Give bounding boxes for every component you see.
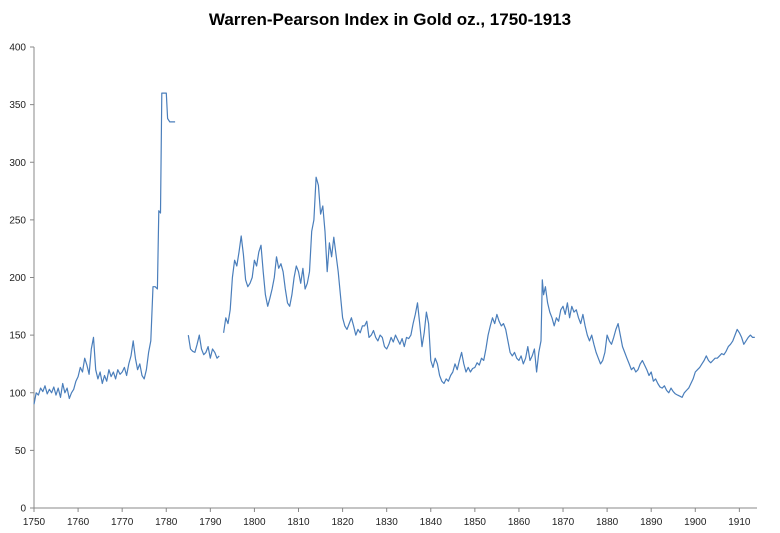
y-tick-label: 150 [9, 331, 26, 342]
series-line-segment [187, 334, 220, 359]
x-tick-label: 1900 [684, 517, 707, 528]
x-tick-label: 1870 [552, 517, 575, 528]
x-tick-label: 1800 [243, 517, 266, 528]
x-tick-label: 1850 [464, 517, 487, 528]
x-tick-label: 1910 [728, 517, 751, 528]
x-tick-label: 1890 [640, 517, 663, 528]
series-group [33, 92, 755, 405]
x-tick-label: 1880 [596, 517, 619, 528]
y-tick-label: 50 [15, 446, 27, 457]
y-tick-label: 200 [9, 273, 26, 284]
x-tick-label: 1820 [331, 517, 354, 528]
x-tick-label: 1770 [111, 517, 134, 528]
y-tick-label: 100 [9, 388, 26, 399]
y-tick-label: 0 [20, 504, 26, 515]
chart-title: Warren-Pearson Index in Gold oz., 1750-1… [208, 10, 572, 29]
x-tick-label: 1780 [155, 517, 178, 528]
x-tick-label: 1810 [287, 517, 310, 528]
y-tick-label: 400 [9, 43, 26, 54]
y-tick-label: 250 [9, 215, 26, 226]
axes: 0 50 100 150 200 250 300 350 400 1750 1760 1770 1780… [9, 43, 757, 528]
x-tick-label: 1860 [508, 517, 531, 528]
x-tick-label: 1760 [67, 517, 90, 528]
x-tick-label: 1840 [420, 517, 443, 528]
x-tick-label: 1750 [23, 517, 46, 528]
series-line-segment [33, 92, 176, 405]
y-tick-label: 350 [9, 100, 26, 111]
x-tick-label: 1790 [199, 517, 222, 528]
y-tick-label: 300 [9, 158, 26, 169]
x-tick-label: 1830 [376, 517, 399, 528]
series-line-segment [223, 176, 755, 398]
